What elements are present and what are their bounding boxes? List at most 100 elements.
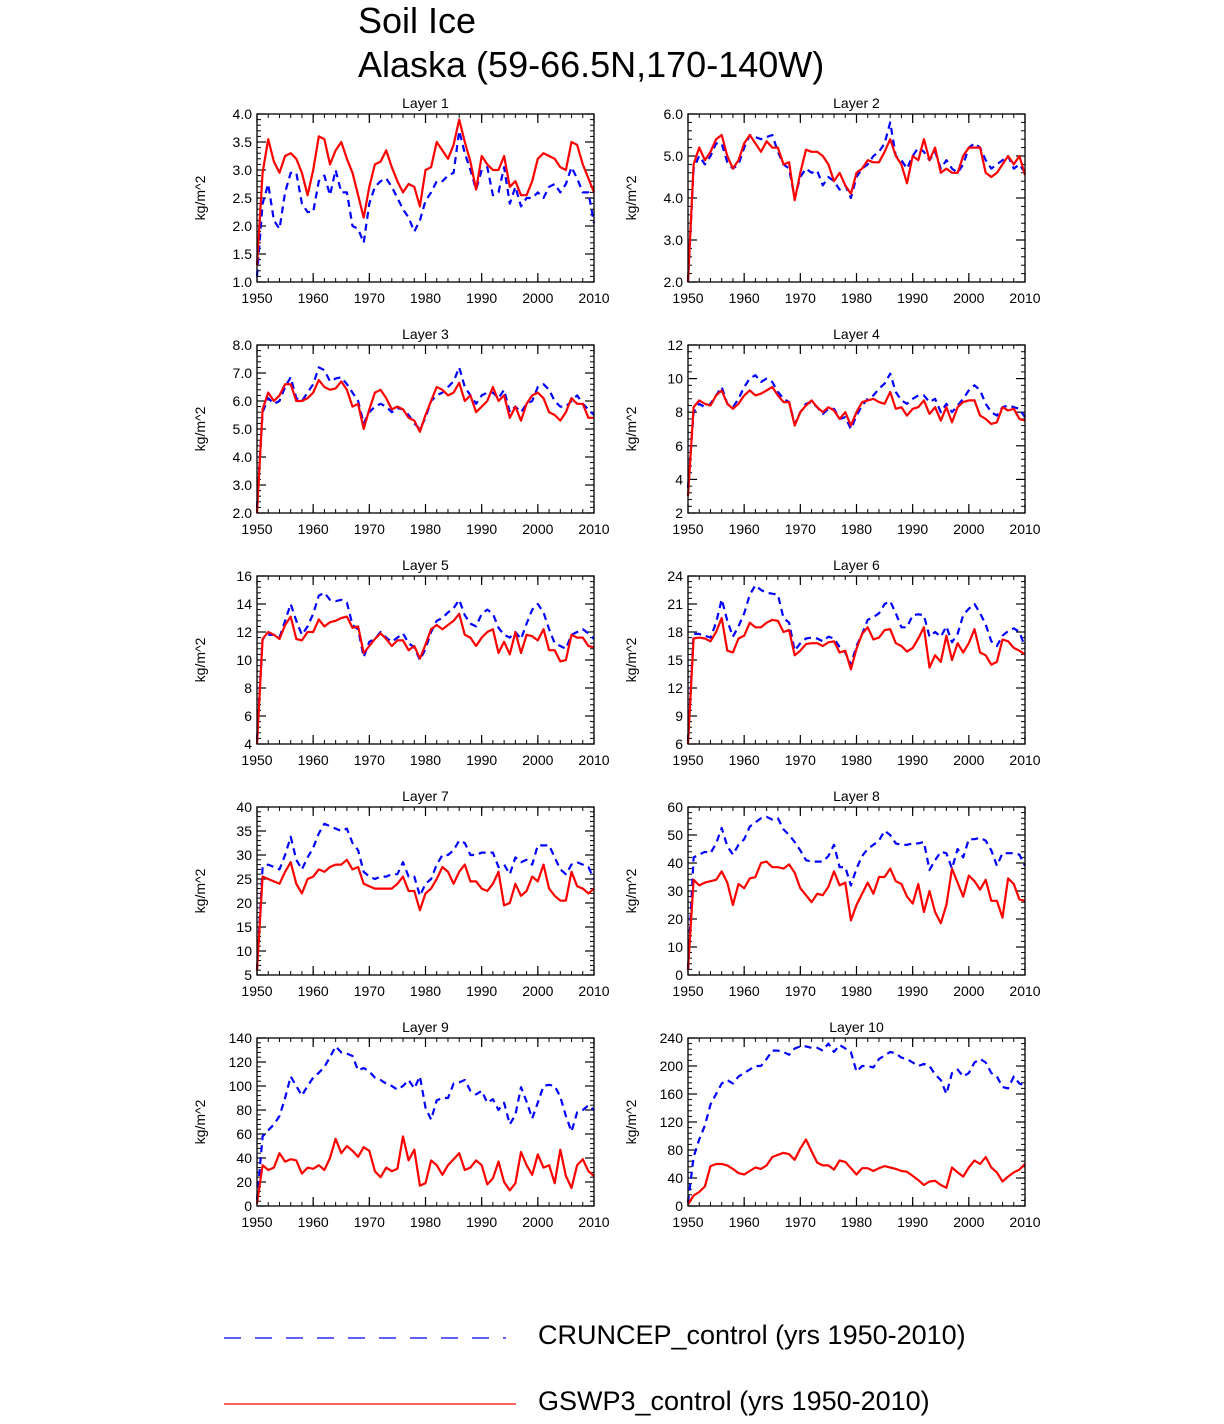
y-tick-label: 12 [236,624,252,640]
plot-frame [256,1037,595,1207]
y-tick-label: 3.0 [233,477,253,493]
y-tick-label: 6 [675,438,683,454]
x-tick-label: 2000 [522,521,553,537]
x-tick-label: 1990 [897,1214,928,1230]
y-axis-label: kg/m^2 [192,637,208,682]
x-tick-label: 1950 [241,752,272,768]
x-tick-label: 1990 [897,290,928,306]
y-tick-label: 25 [236,871,252,887]
series-line-cruncep [255,822,595,971]
series-line-gswp3 [255,858,595,971]
y-axis-label: kg/m^2 [192,406,208,451]
x-tick-label: 1970 [354,290,385,306]
x-tick-label: 2000 [953,752,984,768]
x-tick-label: 1990 [466,1214,497,1230]
y-tick-label: 6 [244,708,252,724]
series-line-gswp3 [255,612,595,745]
panel-title: Layer 8 [833,788,880,804]
series-line-gswp3 [687,1138,1026,1206]
x-tick-label: 1960 [298,1214,329,1230]
y-tick-label: 18 [667,624,683,640]
panel-title: Layer 1 [402,95,449,111]
panel-layer-2: Layer 2 kg/m^2 1950 1960 1970 1980 1990 2000 201… [623,95,1041,306]
y-tick-label: 8 [244,680,252,696]
y-tick-label: 24 [667,568,683,584]
y-tick-label: 4.0 [233,449,253,465]
x-tick-label: 2010 [578,1214,609,1230]
series-line-cruncep [255,366,595,508]
plot-frame [687,344,1026,514]
x-tick-label: 1980 [841,983,872,999]
y-tick-label: 60 [236,1126,252,1142]
y-tick-label: 4.0 [664,190,684,206]
panel-title: Layer 9 [402,1019,449,1035]
y-axis-label: kg/m^2 [623,1099,639,1144]
y-tick-label: 14 [236,596,252,612]
y-tick-label: 2.5 [233,190,253,206]
series-line-gswp3 [255,378,594,514]
y-tick-label: 3.0 [233,162,253,178]
y-tick-label: 5.0 [664,148,684,164]
x-tick-label: 1950 [672,983,703,999]
y-tick-label: 6 [675,736,683,752]
x-tick-label: 2000 [522,1214,553,1230]
y-axis-label: kg/m^2 [192,868,208,913]
y-tick-label: 9 [675,708,683,724]
y-tick-label: 40 [236,1150,252,1166]
y-tick-label: 20 [667,911,683,927]
y-tick-label: 160 [660,1086,684,1102]
x-tick-label: 2010 [1009,752,1040,768]
series-line-cruncep [686,1042,1026,1203]
series-line-cruncep [686,372,1026,488]
y-tick-label: 40 [236,799,252,815]
x-tick-label: 2000 [522,752,553,768]
y-tick-label: 2.0 [233,218,253,234]
x-tick-label: 1970 [354,1214,385,1230]
y-tick-label: 6.0 [664,106,684,122]
y-tick-label: 0 [244,1198,252,1214]
y-tick-label: 15 [667,652,683,668]
x-tick-label: 1950 [241,983,272,999]
y-tick-label: 1.0 [233,274,253,290]
x-tick-label: 1990 [466,983,497,999]
series-line-gswp3 [686,860,1026,970]
y-tick-label: 120 [660,1114,684,1130]
x-tick-label: 1980 [410,1214,441,1230]
x-tick-label: 1950 [241,290,272,306]
y-tick-label: 12 [667,337,683,353]
y-tick-label: 10 [667,371,683,387]
y-axis-label: kg/m^2 [192,175,208,220]
y-tick-label: 4.0 [233,106,253,122]
x-tick-label: 1960 [729,983,760,999]
chart-subtitle: Alaska (59-66.5N,170-140W) [358,44,825,85]
panel-layer-4: Layer 4 kg/m^2 1950 1960 1970 1980 1990 2000 201… [623,326,1041,537]
y-axis-label: kg/m^2 [192,1099,208,1144]
x-tick-label: 2000 [953,983,984,999]
y-tick-label: 21 [667,596,683,612]
x-tick-label: 1990 [897,521,928,537]
x-tick-label: 1970 [785,290,816,306]
x-tick-label: 1970 [354,752,385,768]
series-line-gswp3 [686,616,1026,745]
y-tick-label: 7.0 [233,365,253,381]
panel-title: Layer 4 [833,326,880,342]
x-tick-label: 1970 [354,521,385,537]
x-tick-label: 2010 [1009,290,1040,306]
series-line-gswp3 [255,1135,595,1204]
x-tick-label: 2000 [953,290,984,306]
x-tick-label: 1950 [672,290,703,306]
panel-layer-6: Layer 6 kg/m^2 1950 1960 1970 1980 1990 2000 201… [623,557,1041,768]
x-tick-label: 2010 [1009,983,1040,999]
y-tick-label: 80 [667,1142,683,1158]
y-tick-label: 200 [660,1058,684,1074]
y-axis-label: kg/m^2 [623,175,639,220]
panel-title: Layer 6 [833,557,880,573]
x-tick-label: 1980 [841,752,872,768]
y-tick-label: 10 [236,943,252,959]
x-tick-label: 1980 [410,521,441,537]
plot-frame [687,1037,1026,1207]
x-tick-label: 1990 [897,752,928,768]
x-tick-label: 1960 [298,752,329,768]
